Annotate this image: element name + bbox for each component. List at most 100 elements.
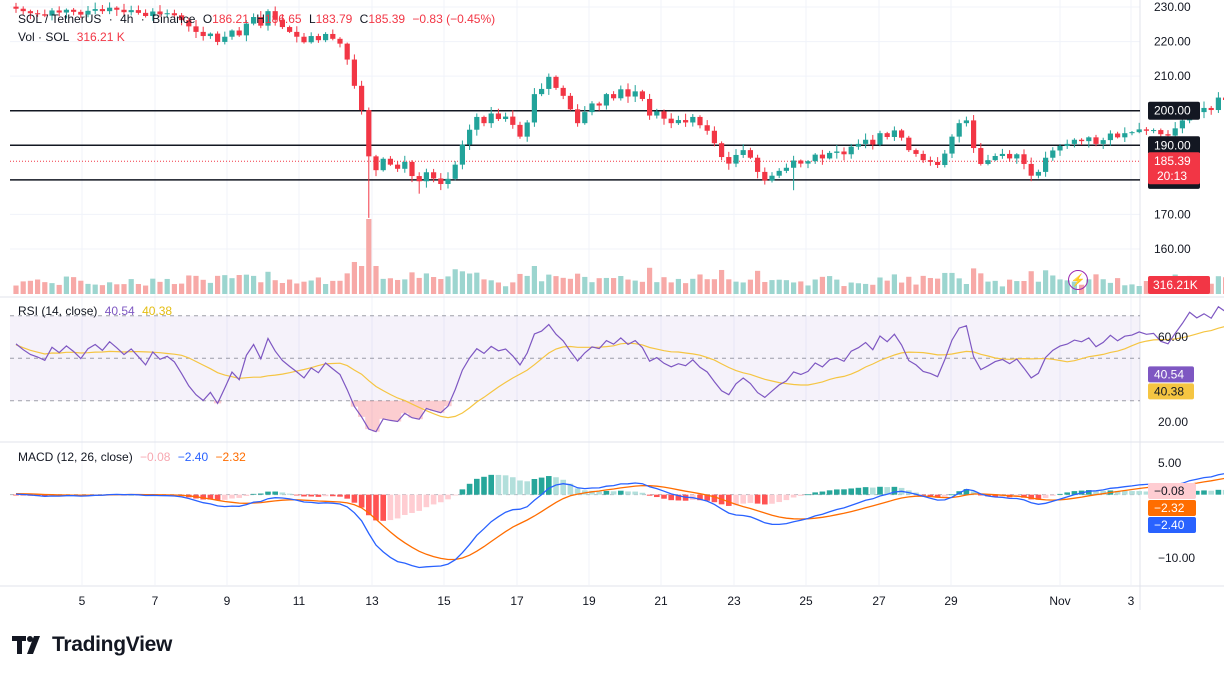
macd-histogram-bar	[992, 494, 998, 497]
candle	[258, 17, 264, 26]
candle	[1035, 171, 1041, 176]
macd-histogram-bar	[949, 494, 955, 496]
rsi-oversold-fill	[394, 400, 402, 422]
volume-bar	[805, 285, 811, 294]
volume-bar	[315, 277, 321, 294]
volume-bar	[193, 275, 199, 294]
candle	[467, 129, 473, 145]
macd-histogram-bar	[1071, 491, 1078, 495]
candle	[661, 111, 667, 119]
candle	[85, 10, 91, 15]
candle	[1115, 133, 1121, 138]
macd-histogram-bar	[214, 494, 221, 501]
macd-histogram-bar	[380, 494, 386, 521]
time-tick-label: 9	[224, 594, 231, 608]
macd-histogram-bar	[942, 494, 948, 497]
volume-bar	[675, 278, 681, 294]
candle	[222, 36, 228, 42]
macd-histogram-bar	[1208, 490, 1214, 495]
volume-bar	[927, 277, 933, 294]
macd-histogram-bar	[1064, 492, 1070, 495]
volume-bar	[63, 276, 69, 294]
candle	[675, 120, 681, 124]
lightning-icon[interactable]: ⚡	[1068, 270, 1088, 290]
candle	[459, 144, 465, 165]
volume-bar	[690, 278, 696, 294]
candle	[1172, 128, 1178, 136]
macd-histogram-bar	[855, 487, 862, 495]
volume-bar	[251, 275, 257, 294]
macd-histogram-bar	[438, 494, 444, 503]
candle	[27, 11, 33, 14]
rsi-tick-label: 60.00	[1158, 330, 1188, 344]
rsi-oversold-fill	[386, 400, 394, 421]
volume-bar	[1035, 281, 1041, 294]
macd-histogram-bar	[704, 494, 710, 501]
macd-histogram-bar	[330, 494, 336, 497]
candle	[301, 36, 307, 43]
macd-histogram-bar	[301, 494, 307, 497]
candle	[769, 175, 775, 181]
volume-bar	[200, 279, 206, 294]
rsi-oversold-fill	[422, 400, 430, 409]
candle	[654, 111, 660, 116]
volume-bar	[971, 268, 977, 294]
candle	[164, 13, 170, 15]
volume-bar	[445, 276, 451, 294]
rsi-tick-label: 20.00	[1158, 415, 1188, 429]
volume-bar	[423, 273, 429, 294]
rsi-value: 40.54	[104, 304, 135, 318]
volume-bar	[942, 272, 948, 294]
volume-bar	[956, 278, 962, 294]
candle	[1050, 150, 1056, 158]
candle	[582, 112, 588, 124]
macd-histogram-bar	[459, 489, 466, 495]
macd-histogram-bar	[675, 494, 682, 501]
time-tick-label: 11	[293, 594, 306, 608]
candle	[733, 154, 739, 164]
macd-histogram-bar	[366, 494, 372, 516]
volume-bar	[589, 282, 595, 294]
candle	[935, 161, 941, 165]
volume-bar	[1143, 281, 1149, 294]
macd-value-tag	[1148, 517, 1196, 533]
macd-histogram-bar	[978, 494, 984, 496]
candle	[625, 89, 631, 97]
candle	[891, 130, 897, 137]
candle	[683, 120, 689, 123]
volume-bar	[819, 276, 825, 294]
tradingview-logo[interactable]: TradingView	[12, 633, 172, 657]
macd-label: MACD (12, 26, close)	[18, 450, 133, 464]
candle	[366, 110, 372, 157]
candle	[798, 160, 804, 164]
volume-bar	[452, 269, 458, 294]
volume-bar	[279, 283, 285, 294]
volume-bar	[207, 282, 213, 294]
rsi-oversold-fill	[401, 400, 409, 414]
volume-bar	[726, 279, 732, 294]
volume-bar	[1064, 280, 1070, 294]
macd-histogram-bar	[538, 477, 545, 495]
legend-change: −0.83 (−0.45%)	[412, 12, 496, 26]
price-tick-label: 170.00	[1154, 207, 1191, 221]
macd-histogram-bar	[308, 494, 314, 497]
candle	[78, 11, 84, 15]
candle	[899, 130, 905, 138]
candle	[1007, 153, 1013, 159]
volume-bar	[798, 281, 804, 294]
time-tick-label: 25	[799, 594, 813, 608]
volume-bar	[85, 283, 91, 294]
time-tick-label: Nov	[1049, 594, 1070, 608]
rsi-ma-line	[15, 326, 1224, 419]
candle	[179, 15, 185, 21]
macd-histogram-bar	[279, 492, 286, 495]
candle	[906, 137, 912, 151]
volume-bar	[467, 273, 473, 294]
candle	[639, 91, 645, 99]
volume-bar	[747, 279, 753, 294]
volume-bar	[539, 281, 545, 294]
candle	[697, 116, 703, 126]
main-legend: SOL / TetherUS · 4h · Binance O186.21 H1…	[18, 12, 496, 26]
macd-histogram-bar	[322, 494, 329, 497]
